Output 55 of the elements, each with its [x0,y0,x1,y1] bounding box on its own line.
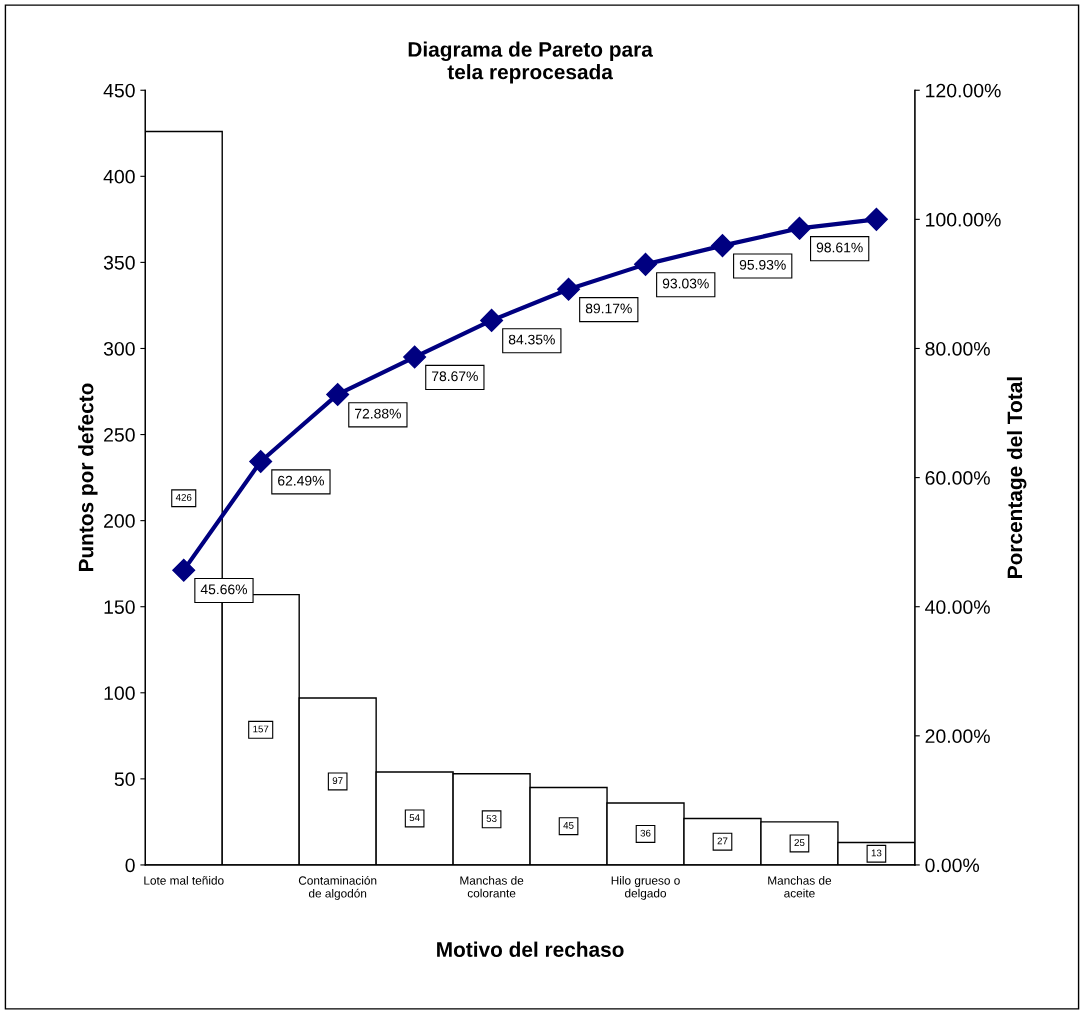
point [864,207,888,231]
data-label: 97 [332,777,343,785]
y2-tick-label: 40.00% [925,600,990,614]
y-tick-label: 400 [103,169,135,184]
y-tick-label: 100 [104,686,135,701]
y2-tick-label: 120.00% [926,83,1001,98]
data-label: 25 [794,839,805,847]
x-axis-title: Motivo del rechaso [437,941,624,957]
y2-tick-label: 0.00% [925,858,980,873]
data-label: 98.61% [816,242,863,253]
y-tick-label: 50 [114,772,135,787]
y2-tick-label: 80.00% [925,341,990,356]
point [634,252,658,276]
point [326,382,350,406]
data-label: 13 [871,849,882,857]
data-label: 93.03% [662,278,709,289]
y-tick-label: 250 [104,428,135,442]
y2-tick-label: 20.00% [925,729,990,744]
point [710,234,734,258]
y-tick-label: 450 [103,83,135,98]
y2-axis-title: Porcentage del Total [1006,377,1027,578]
data-label: 36 [640,829,651,837]
chart-title: Diagrama de Pareto para tela reprocesada [408,41,653,84]
y-tick-label: 300 [103,341,135,356]
y-tick-label: 150 [104,600,135,614]
data-label: 84.35% [508,334,555,345]
point [480,308,504,332]
data-label: 53 [486,815,497,822]
data-label: 72.88% [355,408,401,419]
x-tick-label: Manchas de aceite [768,876,832,898]
x-tick-label: Hilo grueso o delgado [611,876,680,900]
point [403,345,427,369]
data-label: 78.67% [432,371,478,382]
point [557,277,581,301]
data-label: 426 [175,493,192,501]
y-tick-label: 0 [125,858,135,873]
y-axis-title: Puntos por defecto [78,383,98,572]
y-tick-label: 200 [104,514,135,528]
y-tick-label: 350 [103,255,135,270]
data-label: 62.49% [278,475,324,486]
y2-tick-label: 60.00% [925,471,990,485]
y2-tick-label: 100.00% [926,212,1001,227]
x-tick-label: Contaminación de algodón [298,875,377,900]
data-label: 45.66% [200,584,248,595]
point [787,216,811,240]
data-label: 95.93% [739,259,786,270]
data-label: 157 [253,725,269,733]
data-label: 45 [563,822,574,829]
data-label: 27 [717,837,728,845]
x-tick-label: Lote mal teñido [144,876,224,885]
x-tick-label: Manchas de colorante [460,876,524,898]
data-label: 54 [409,814,420,822]
point [172,558,196,582]
data-label: 89.17% [585,303,632,314]
point [249,450,273,474]
